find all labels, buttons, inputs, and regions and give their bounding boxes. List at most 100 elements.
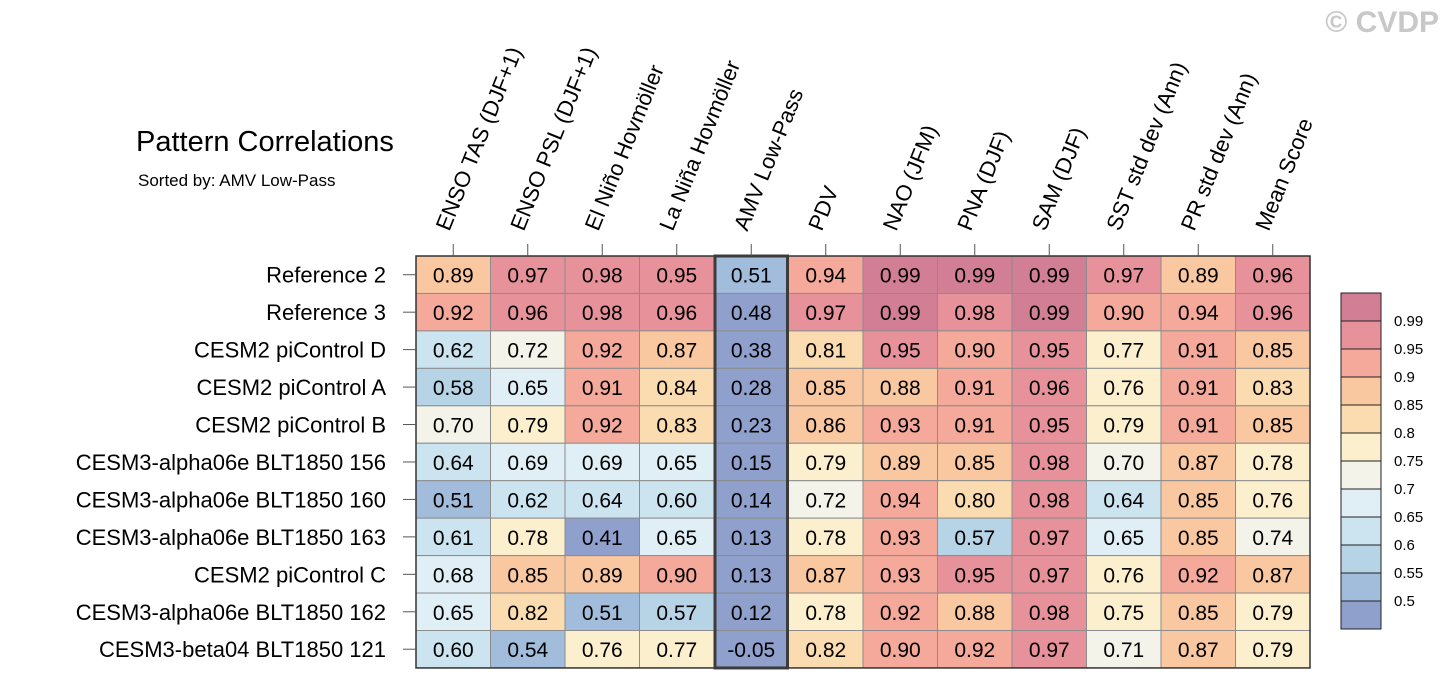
- heatmap-cell: [639, 330, 715, 369]
- colorbar-swatch: [1341, 573, 1381, 601]
- cell-value-label: 0.79: [1252, 639, 1293, 662]
- cell-value-label: 0.97: [1029, 527, 1070, 550]
- heatmap-cell: [1235, 630, 1311, 669]
- heatmap-cell: [937, 405, 1013, 444]
- cell-value-label: 0.85: [1178, 602, 1219, 625]
- cell-value-label: 0.89: [433, 265, 474, 288]
- cell-value-label: 0.51: [433, 489, 474, 512]
- heatmap-cell: [788, 592, 864, 631]
- heatmap-cell: [639, 592, 715, 631]
- cell-value-label: 0.86: [805, 415, 846, 438]
- colorbar-swatch: [1341, 601, 1381, 629]
- cell-value-label: 0.92: [582, 415, 623, 438]
- heatmap-cell: [1160, 517, 1236, 557]
- cell-value-label: 0.74: [1252, 527, 1293, 550]
- cell-value-label: 0.75: [1103, 602, 1144, 625]
- heatmap-cell: [1235, 405, 1311, 444]
- cell-value-label: 0.91: [1178, 340, 1219, 363]
- cell-value-label: 0.87: [805, 564, 846, 587]
- column-label: Mean Score: [1250, 115, 1318, 234]
- cell-value-label: 0.91: [1178, 377, 1219, 400]
- colorbar-tick-label: 0.95: [1394, 341, 1423, 358]
- cell-value-label: 0.88: [880, 377, 921, 400]
- cell-value-label: 0.76: [582, 639, 623, 662]
- heatmap-cell: [788, 480, 864, 519]
- heatmap-cell: [1160, 442, 1236, 482]
- colorbar-tick-label: 0.75: [1394, 453, 1423, 470]
- cell-value-label: 0.92: [954, 639, 995, 662]
- colorbar-swatch: [1341, 517, 1381, 545]
- heatmap-cell: [564, 592, 640, 631]
- heatmap-cell: [639, 480, 715, 519]
- heatmap-cell: [564, 630, 640, 669]
- cell-value-label: 0.97: [1103, 265, 1144, 288]
- heatmap-cell: [1160, 367, 1236, 407]
- colorbar-tick-label: 0.5: [1394, 593, 1415, 610]
- cell-value-label: 0.70: [1103, 452, 1144, 475]
- heatmap-cell: [788, 367, 864, 407]
- heatmap-cell: [564, 330, 640, 369]
- heatmap-cell: [1011, 330, 1087, 369]
- cell-value-label: 0.99: [880, 302, 921, 325]
- row-label: CESM3-beta04 BLT1850 121: [99, 637, 386, 662]
- cell-value-label: 0.79: [1252, 602, 1293, 625]
- heatmap-cell: [1011, 592, 1087, 631]
- cell-value-label: 0.81: [805, 340, 846, 363]
- column-label: PDV: [803, 182, 843, 234]
- heatmap-cell: [937, 517, 1013, 557]
- cell-value-label: 0.41: [582, 527, 623, 550]
- cell-value-label: 0.62: [507, 489, 548, 512]
- cell-value-label: 0.94: [805, 265, 846, 288]
- cell-value-label: 0.48: [731, 302, 772, 325]
- heatmap-cell: [415, 367, 491, 407]
- cell-value-label: 0.85: [1178, 489, 1219, 512]
- cell-value-label: 0.85: [1178, 527, 1219, 550]
- colorbar-swatch: [1341, 433, 1381, 461]
- cell-value-label: 0.97: [805, 302, 846, 325]
- chart-title: Pattern Correlations: [136, 126, 394, 158]
- cell-value-label: 0.82: [507, 602, 548, 625]
- heatmap-cell: [1086, 330, 1162, 369]
- colorbar-swatch: [1341, 349, 1381, 377]
- column-label: SAM (DJF): [1027, 124, 1091, 234]
- colorbar-swatch: [1341, 377, 1381, 405]
- cell-value-label: 0.87: [1252, 564, 1293, 587]
- cell-value-label: 0.85: [507, 564, 548, 587]
- heatmap-cell: [490, 255, 566, 294]
- cell-value-label: 0.92: [582, 340, 623, 363]
- cell-value-label: 0.96: [1252, 265, 1293, 288]
- cell-value-label: 0.92: [433, 302, 474, 325]
- cell-value-label: 0.64: [582, 489, 623, 512]
- heatmap-cell: [1160, 480, 1236, 519]
- cell-value-label: 0.93: [880, 415, 921, 438]
- cell-value-label: -0.05: [727, 639, 775, 662]
- heatmap-cell: [639, 442, 715, 482]
- cell-value-label: 0.70: [433, 415, 474, 438]
- cell-value-label: 0.78: [507, 527, 548, 550]
- chart-subtitle: Sorted by: AMV Low-Pass: [138, 171, 336, 190]
- cell-value-label: 0.83: [656, 415, 697, 438]
- cell-value-label: 0.64: [1103, 489, 1144, 512]
- cell-value-label: 0.65: [656, 527, 697, 550]
- cell-value-label: 0.82: [805, 639, 846, 662]
- cell-value-label: 0.28: [731, 377, 772, 400]
- heatmap-cell: [937, 592, 1013, 631]
- heatmap-cell: [1086, 480, 1162, 519]
- cell-value-label: 0.91: [582, 377, 623, 400]
- heatmap-cell: [1235, 255, 1311, 294]
- cell-value-label: 0.93: [880, 527, 921, 550]
- cell-value-label: 0.38: [731, 340, 772, 363]
- cell-value-label: 0.91: [954, 415, 995, 438]
- watermark: © CVDP: [1325, 6, 1439, 39]
- cell-value-label: 0.99: [954, 265, 995, 288]
- heatmap-cell: [639, 555, 715, 594]
- colorbar-frame: [1340, 292, 1382, 630]
- cell-value-label: 0.99: [1029, 265, 1070, 288]
- cell-value-label: 0.98: [1029, 602, 1070, 625]
- heatmap-cell: [1011, 292, 1087, 332]
- row-label: CESM3-alpha06e BLT1850 156: [76, 450, 386, 475]
- column-label: PNA (DJF): [952, 127, 1015, 234]
- heatmap-cell: [862, 367, 938, 407]
- cell-value-label: 0.98: [1029, 452, 1070, 475]
- heatmap-cell: [1086, 442, 1162, 482]
